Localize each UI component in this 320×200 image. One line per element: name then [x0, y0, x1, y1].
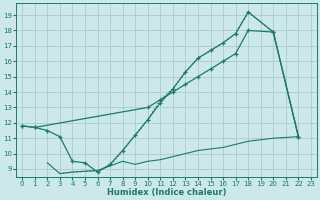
X-axis label: Humidex (Indice chaleur): Humidex (Indice chaleur) [107, 188, 226, 197]
